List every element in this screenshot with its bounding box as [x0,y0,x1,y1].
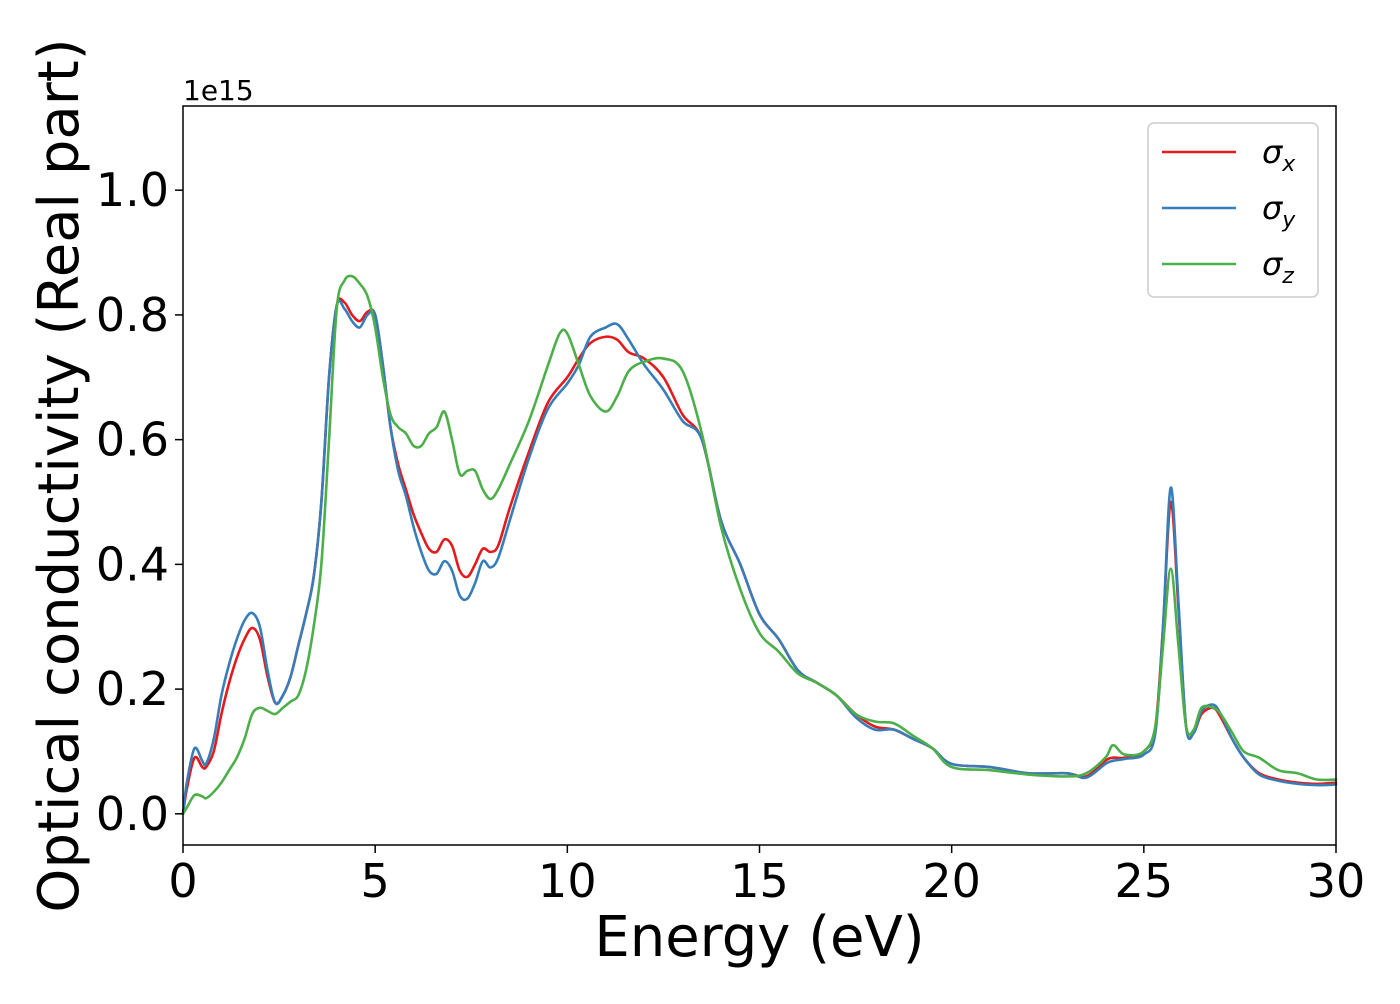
series-line-z [181,274,1338,816]
legend-label-x: σx [1262,133,1296,177]
y-offset-label: 1e15 [183,74,254,107]
x-tick-label: 5 [361,854,390,908]
y-tick-label: 1.0 [96,163,169,217]
y-axis-label: Optical conductivity (Real part) [27,38,92,912]
legend: σx σy σz [1147,122,1319,298]
series-layer [181,274,1338,816]
y-tick-label: 0.0 [96,787,169,841]
legend-frame [1147,122,1319,298]
legend-items: σx σy σz [1162,133,1296,289]
x-tick-label: 0 [168,854,197,908]
x-tick-label: 25 [1115,854,1174,908]
y-tick-label: 0.2 [96,662,169,716]
x-tick-label: 30 [1307,854,1366,908]
x-tick-label: 20 [922,854,981,908]
legend-label-y: σy [1262,189,1296,233]
y-tick-label: 0.6 [96,413,169,467]
x-axis: 0 5 10 15 20 25 30 [168,845,1365,908]
legend-label-z: σz [1262,245,1294,289]
x-tick-label: 15 [730,854,789,908]
y-tick-label: 0.8 [96,288,169,342]
x-axis-label: Energy (eV) [594,905,924,970]
x-tick-label: 10 [538,854,597,908]
y-tick-label: 0.4 [96,537,169,591]
y-axis: 0.0 0.2 0.4 0.6 0.8 1.0 [96,163,183,841]
